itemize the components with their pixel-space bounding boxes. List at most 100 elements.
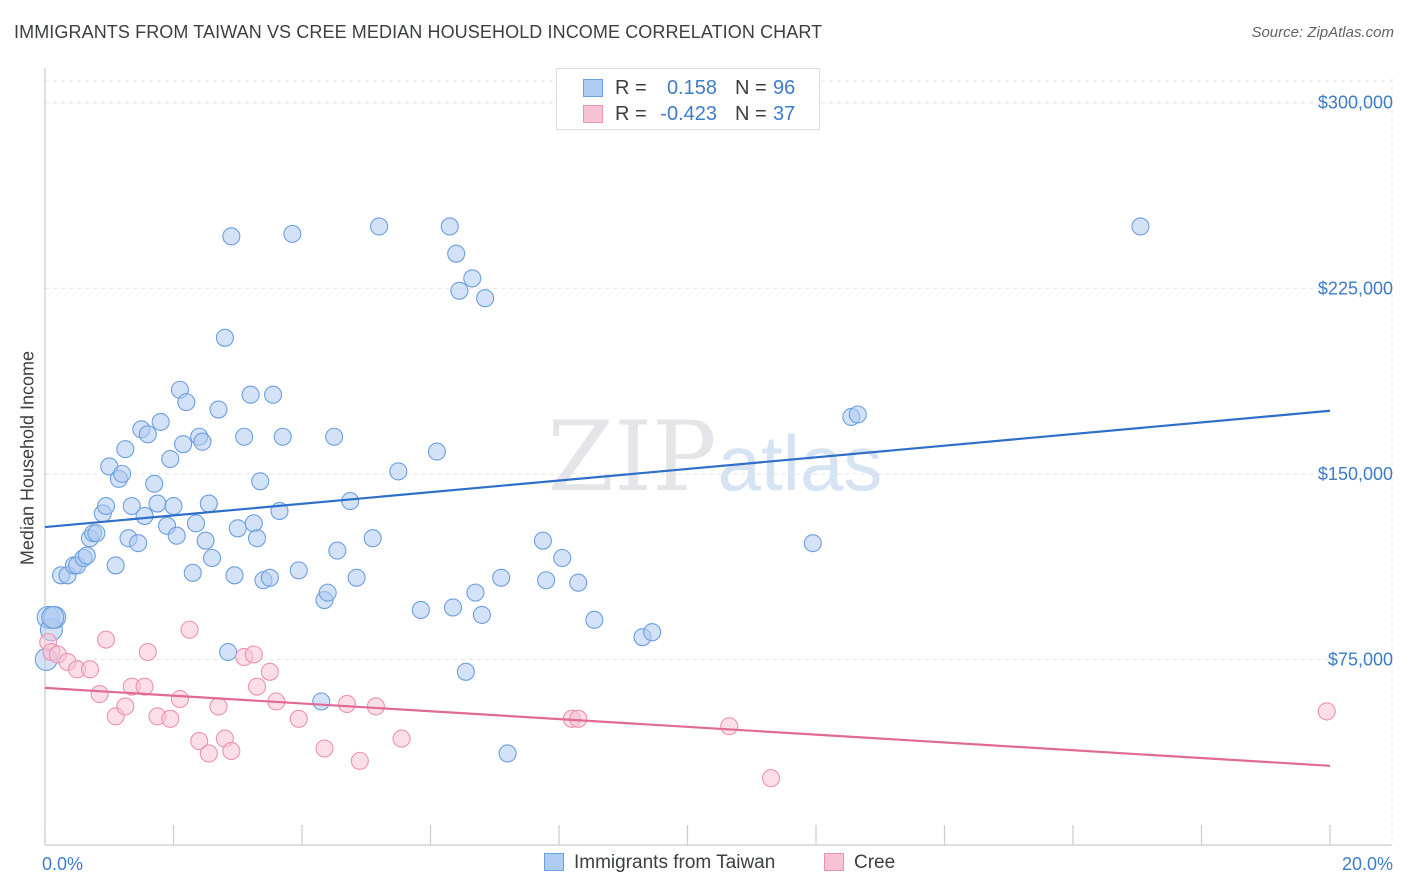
trend-line-cree: [44, 686, 1331, 767]
cree-point: [366, 697, 385, 716]
cree-point: [315, 739, 334, 758]
taiwan-point: [447, 244, 466, 263]
taiwan-point: [318, 583, 337, 602]
taiwan-point: [370, 217, 389, 236]
watermark: ZIP atlas: [547, 401, 882, 513]
series-legend-swatch-taiwan: [544, 853, 564, 871]
cree-point: [180, 620, 199, 639]
legend-r-value: 0.158: [666, 77, 717, 99]
taiwan-point: [443, 598, 463, 617]
taiwan-point: [129, 534, 148, 553]
taiwan-point: [177, 393, 196, 412]
watermark-zip: ZIP: [547, 401, 716, 513]
x-tick-label: 0.0%: [42, 854, 83, 874]
y-tick-label: $300,000: [1318, 93, 1393, 113]
legend-row-taiwan: R = 0.158 N = 96: [557, 75, 819, 101]
taiwan-point: [273, 427, 292, 446]
taiwan-point: [312, 692, 331, 711]
taiwan-point: [848, 405, 867, 424]
series-legend-cree: Cree: [824, 852, 895, 874]
series-legend-label-taiwan: Immigrants from Taiwan: [574, 852, 776, 873]
y-tick-label: $75,000: [1328, 649, 1393, 669]
taiwan-point: [96, 496, 116, 516]
taiwan-point: [219, 642, 238, 662]
legend-n-value: 37: [773, 103, 796, 125]
taiwan-point: [283, 224, 302, 243]
taiwan-point: [183, 563, 202, 582]
taiwan-point: [106, 556, 125, 575]
cree-point: [337, 694, 357, 714]
taiwan-point: [533, 531, 552, 550]
legend-swatch-taiwan: [583, 79, 603, 97]
trend-lines: [44, 409, 1331, 767]
taiwan-point: [450, 281, 469, 300]
cree-point: [260, 662, 279, 681]
chart-source: Source: ZipAtlas.com: [1251, 24, 1394, 41]
cree-point: [244, 645, 263, 664]
taiwan-point: [164, 496, 183, 516]
legend: R = 0.158 N = 96 R = -0.423 N = 37: [556, 68, 820, 130]
legend-swatch-cree: [583, 105, 603, 123]
taiwan-point: [148, 494, 167, 513]
taiwan-point: [122, 496, 141, 516]
taiwan-point: [643, 623, 662, 642]
taiwan-point: [289, 561, 308, 580]
taiwan-point: [569, 573, 588, 592]
series-taiwan-points: [34, 217, 1150, 763]
y-tick-label: $150,000: [1318, 464, 1393, 484]
taiwan-point: [427, 442, 446, 461]
taiwan-point: [363, 529, 382, 548]
legend-row-cree: R = -0.423 N = 37: [557, 101, 819, 127]
series-cree-points: [39, 620, 1336, 788]
axes: [44, 68, 1392, 846]
taiwan-point: [225, 566, 244, 585]
taiwan-point: [186, 514, 206, 533]
y-tick-label: $225,000: [1318, 278, 1393, 298]
taiwan-point: [209, 400, 228, 419]
taiwan-point: [41, 605, 65, 629]
series-legend-swatch-cree: [824, 853, 844, 871]
taiwan-point: [325, 427, 344, 446]
taiwan-point: [264, 385, 283, 404]
cree-point: [138, 642, 157, 662]
taiwan-point: [138, 425, 157, 444]
cree-point: [392, 729, 411, 748]
taiwan-point: [161, 449, 180, 469]
taiwan-point: [228, 519, 247, 538]
taiwan-point: [498, 744, 517, 763]
cree-point: [350, 751, 369, 770]
y-tick-labels: $75,000 $150,000 $225,000 $300,000: [1318, 93, 1393, 670]
legend-n-value: 96: [773, 77, 796, 99]
taiwan-point: [135, 506, 154, 525]
cree-point: [90, 685, 109, 704]
legend-r-label: R =: [615, 77, 647, 99]
taiwan-point: [472, 605, 491, 624]
x-tick-label: 20.0%: [1342, 854, 1393, 874]
taiwan-point: [585, 610, 604, 629]
cree-point: [116, 697, 135, 716]
legend-n-label: N =: [735, 77, 767, 99]
legend-r-value: -0.423: [660, 103, 717, 125]
taiwan-point: [251, 472, 270, 491]
taiwan-point: [87, 524, 106, 543]
taiwan-point: [215, 328, 234, 347]
taiwan-point: [466, 583, 485, 602]
taiwan-point: [241, 385, 260, 404]
cree-point: [161, 709, 180, 728]
taiwan-point: [203, 548, 222, 568]
taiwan-point: [247, 529, 267, 548]
cree-point: [170, 689, 189, 709]
taiwan-point: [1131, 217, 1150, 236]
taiwan-point: [174, 435, 193, 454]
cree-point: [720, 717, 739, 736]
cree-point: [222, 741, 241, 761]
taiwan-point: [244, 514, 263, 533]
cree-point: [289, 709, 308, 728]
taiwan-point: [167, 526, 186, 545]
taiwan-point: [456, 662, 475, 681]
trend-line-taiwan: [44, 409, 1331, 529]
series-legend-taiwan: Immigrants from Taiwan: [544, 852, 775, 874]
taiwan-point: [199, 494, 218, 513]
taiwan-point: [235, 427, 254, 446]
